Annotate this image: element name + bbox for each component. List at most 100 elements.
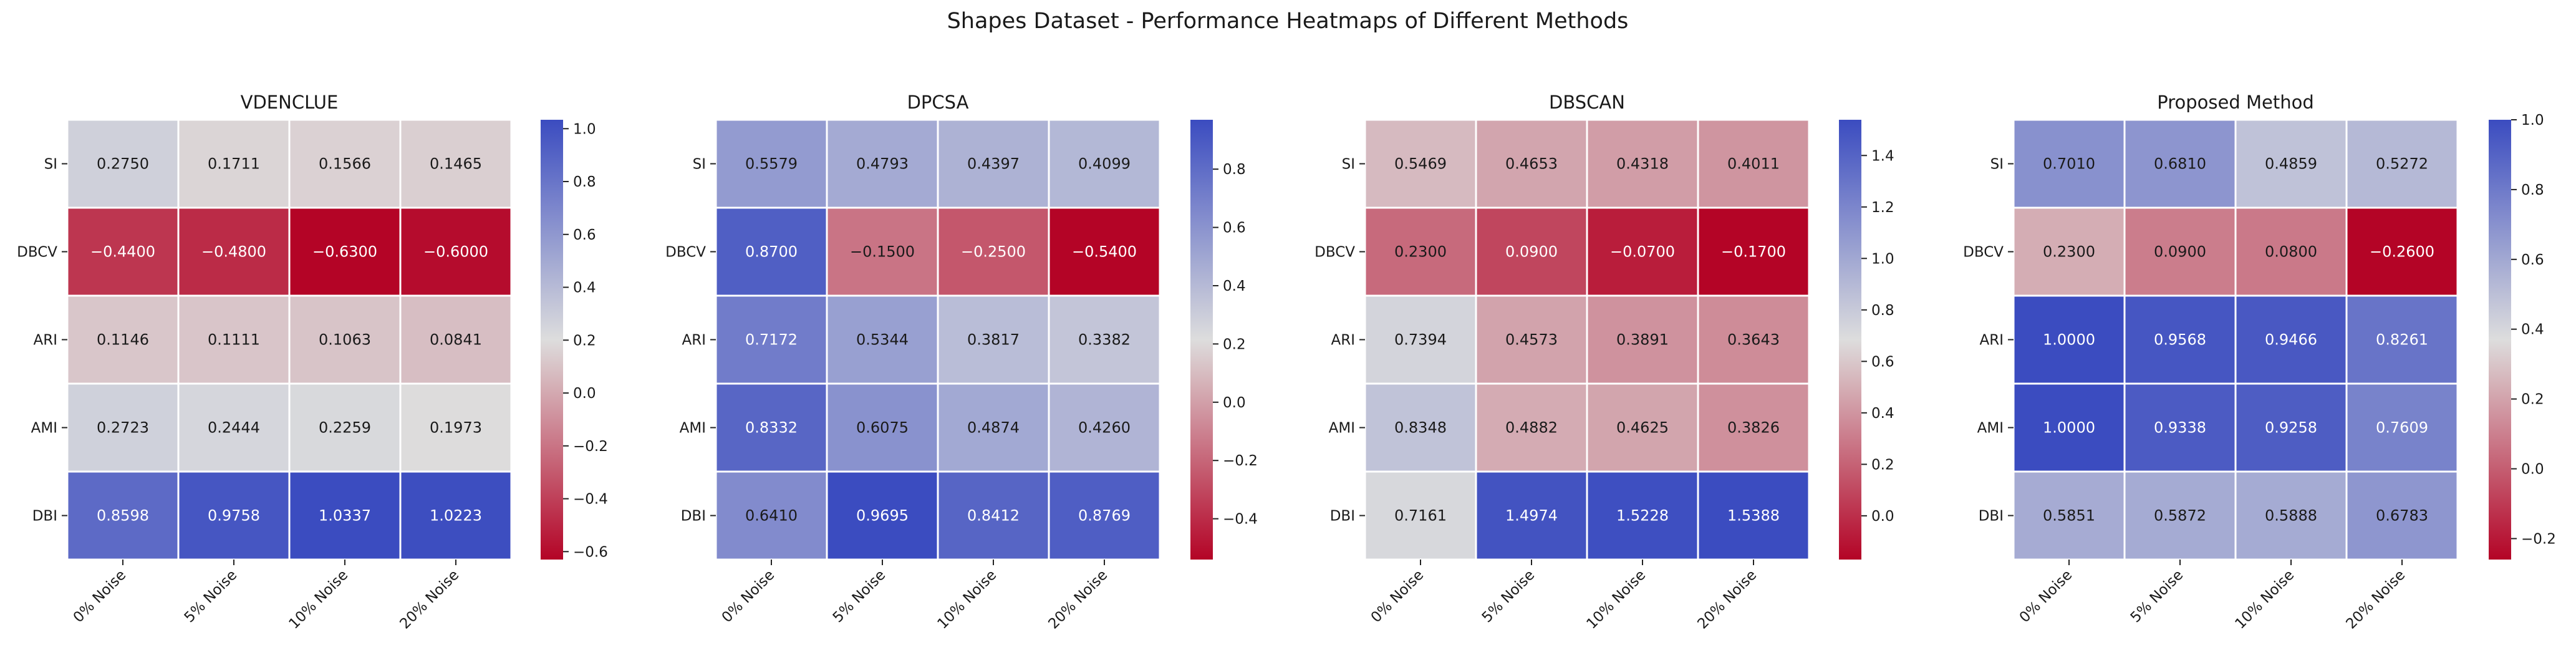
cell-value-label: 0.9466 (2265, 331, 2317, 349)
cell-value-label: −0.4400 (90, 243, 155, 261)
row-label: DBI (1979, 508, 2004, 525)
colorbar-tick-label: 1.4 (1871, 148, 1894, 164)
heatmap-cell (2345, 470, 2459, 561)
colorbar-tick-label: 1.0 (573, 121, 596, 137)
colorbar-tick-label: 0.6 (2521, 252, 2544, 268)
column-label: 5% Noise (181, 567, 240, 626)
cell-value-label: 0.4625 (1616, 419, 1669, 437)
heatmap-cell (2234, 470, 2348, 561)
row-label: DBI (32, 508, 57, 525)
colorbar-tick-label: 0.2 (1871, 457, 1894, 473)
colorbar-tick-label: 0.8 (2521, 182, 2544, 198)
colorbar-tick-label: 0.6 (1223, 220, 1246, 236)
heatmap-cell (937, 206, 1050, 297)
column-label: 0% Noise (1368, 567, 1427, 626)
colorbar-tick-label: 0.2 (2521, 392, 2544, 408)
heatmap-cell (1697, 206, 1810, 297)
cell-value-label: 0.8598 (97, 507, 149, 525)
colorbar-tick-label: −0.4 (1223, 512, 1258, 528)
heatmap-cell (399, 470, 513, 561)
colorbar-tick-label: −0.2 (573, 439, 608, 455)
cell-value-label: 0.2259 (319, 419, 371, 437)
heatmap-panels: VDENCLUE 0.2750 0.1711 0.1566 0.1465 −0.4400 −… (17, 92, 2556, 633)
cell-value-label: 0.5851 (2043, 507, 2095, 525)
colorbar (1839, 120, 1861, 560)
column-label: 5% Noise (1479, 567, 1538, 626)
cell-value-label: 1.4974 (1505, 507, 1558, 525)
cell-value-label: 0.7172 (745, 331, 798, 349)
cell-value-label: 0.8332 (745, 419, 798, 437)
heatmap-cell (937, 119, 1050, 209)
colorbar-tick-label: 0.4 (1223, 278, 1246, 294)
heatmap-panel: VDENCLUE 0.2750 0.1711 0.1566 0.1465 −0.4400 −… (17, 92, 608, 633)
cell-value-label: 0.7394 (1394, 331, 1447, 349)
heatmap-cell (177, 294, 291, 385)
colorbar-tick-label: 0.8 (1871, 303, 1894, 319)
row-label: ARI (682, 332, 707, 349)
cell-value-label: −0.2500 (961, 243, 1026, 261)
row-label: AMI (31, 420, 57, 437)
cell-value-label: 1.0337 (319, 507, 371, 525)
cell-value-label: 0.6410 (745, 507, 798, 525)
cell-value-label: 0.1465 (430, 155, 482, 173)
cell-value-label: 0.3382 (1078, 331, 1131, 349)
column-label: 10% Noise (2232, 567, 2297, 633)
cell-value-label: 0.3826 (1727, 419, 1780, 437)
cell-value-label: −0.1700 (1721, 243, 1786, 261)
row-label: DBCV (665, 245, 706, 261)
row-label: AMI (1329, 420, 1355, 437)
cell-value-label: 0.4011 (1727, 155, 1780, 173)
heatmap-cell (1586, 119, 1699, 209)
heatmap-cell (1364, 382, 1477, 473)
row-label: DBCV (1963, 245, 2004, 261)
row-label: DBCV (17, 245, 57, 261)
heatmap-cell (1697, 470, 1810, 561)
cell-value-label: 0.7161 (1394, 507, 1447, 525)
heatmap-cell (937, 382, 1050, 473)
heatmap-cell (1475, 470, 1588, 561)
cell-value-label: 0.9338 (2154, 419, 2206, 437)
row-label: AMI (1977, 420, 2004, 437)
column-label: 20% Noise (1045, 567, 1111, 633)
heatmap-cell (2012, 119, 2126, 209)
colorbar-tick-label: 1.0 (2521, 112, 2544, 129)
heatmap-cell (1048, 382, 1161, 473)
colorbar (2489, 120, 2511, 560)
colorbar-tick-label: 0.0 (573, 386, 596, 402)
colorbar-tick-label: −0.4 (573, 492, 608, 508)
cell-value-label: 0.9758 (208, 507, 260, 525)
row-label: SI (44, 157, 57, 173)
cell-value-label: 0.4397 (967, 155, 1020, 173)
row-label: SI (693, 157, 706, 173)
cell-value-label: 0.1146 (97, 331, 149, 349)
colorbar-tick-label: 0.2 (1223, 336, 1246, 352)
heatmap-cell (1586, 294, 1699, 385)
cell-value-label: −0.6000 (423, 243, 488, 261)
heatmap-cell (1364, 119, 1477, 209)
cell-value-label: 0.5579 (745, 155, 798, 173)
heatmap-cell (2234, 206, 2348, 297)
cell-value-label: −0.5400 (1072, 243, 1137, 261)
cell-value-label: −0.2600 (2370, 243, 2434, 261)
cell-value-label: 0.7010 (2043, 155, 2095, 173)
heatmap-cell (1048, 119, 1161, 209)
heatmap-cell (1048, 206, 1161, 297)
cell-value-label: −0.1500 (850, 243, 915, 261)
colorbar (541, 120, 563, 560)
colorbar-tick-label: −0.2 (2521, 531, 2556, 547)
cell-value-label: 1.0223 (430, 507, 482, 525)
colorbar-tick-label: 0.6 (1871, 354, 1894, 370)
column-label: 0% Noise (2017, 567, 2075, 626)
cell-value-label: 0.3643 (1727, 331, 1780, 349)
heatmap-cell (2123, 470, 2237, 561)
cell-value-label: 0.9258 (2265, 419, 2317, 437)
heatmap-panel: DPCSA 0.5579 0.4793 0.4397 0.4099 0.8700 −0.15… (665, 92, 1258, 633)
heatmap-cell (2345, 294, 2459, 385)
heatmap-cell (826, 206, 939, 297)
cell-value-label: 0.4793 (856, 155, 909, 173)
row-label: SI (1990, 157, 2004, 173)
cell-value-label: 1.0000 (2043, 419, 2095, 437)
heatmap-cell (2345, 206, 2459, 297)
heatmap-cell (1048, 470, 1161, 561)
